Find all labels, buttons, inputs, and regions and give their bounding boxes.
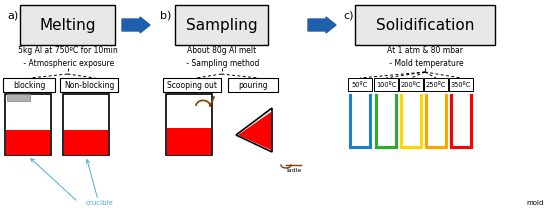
Text: a): a) [7, 10, 18, 20]
Bar [166, 94, 212, 155]
Bar [5, 94, 51, 155]
Text: Melting: Melting [39, 18, 96, 32]
Text: Non-blocking: Non-blocking [64, 81, 114, 89]
FancyArrow shape [122, 17, 150, 33]
Text: About 80g Al melt
 - Sampling method: About 80g Al melt - Sampling method [184, 46, 259, 68]
Text: mold: mold [527, 200, 544, 206]
Text: blocking: blocking [13, 81, 45, 89]
Bar [228, 78, 278, 92]
Polygon shape [238, 112, 271, 150]
Bar [175, 5, 268, 45]
Bar [64, 130, 108, 155]
Bar [63, 94, 109, 155]
Text: crucible: crucible [86, 200, 114, 206]
Text: At 1 atm & 80 mbar
 - Mold temperature: At 1 atm & 80 mbar - Mold temperature [387, 46, 463, 68]
Bar [399, 78, 423, 91]
Bar [449, 78, 473, 91]
Text: Solidification: Solidification [376, 18, 474, 32]
Bar [355, 5, 495, 45]
Bar [424, 78, 448, 91]
Text: Scooping out: Scooping out [167, 81, 217, 89]
Bar [7, 94, 30, 101]
Text: 350ºC: 350ºC [451, 81, 471, 88]
FancyArrow shape [308, 17, 336, 33]
Bar [348, 78, 372, 91]
Text: 200ºC: 200ºC [401, 81, 421, 88]
Text: ladle: ladle [287, 168, 301, 173]
Text: c): c) [343, 10, 354, 20]
Bar [3, 78, 55, 92]
Text: b): b) [160, 10, 172, 20]
Text: pouring: pouring [238, 81, 268, 89]
Bar [6, 130, 50, 155]
Bar [374, 78, 398, 91]
Bar [20, 5, 115, 45]
Text: 5kg Al at 750ºC for 10min
 - Atmospheric exposure: 5kg Al at 750ºC for 10min - Atmospheric … [18, 46, 117, 68]
Text: 50ºC: 50ºC [352, 81, 368, 88]
Bar [167, 128, 211, 155]
Text: 100ºC: 100ºC [376, 81, 396, 88]
Bar [163, 78, 221, 92]
Text: 250ºC: 250ºC [426, 81, 446, 88]
Bar [60, 78, 118, 92]
Text: Sampling: Sampling [186, 18, 257, 32]
